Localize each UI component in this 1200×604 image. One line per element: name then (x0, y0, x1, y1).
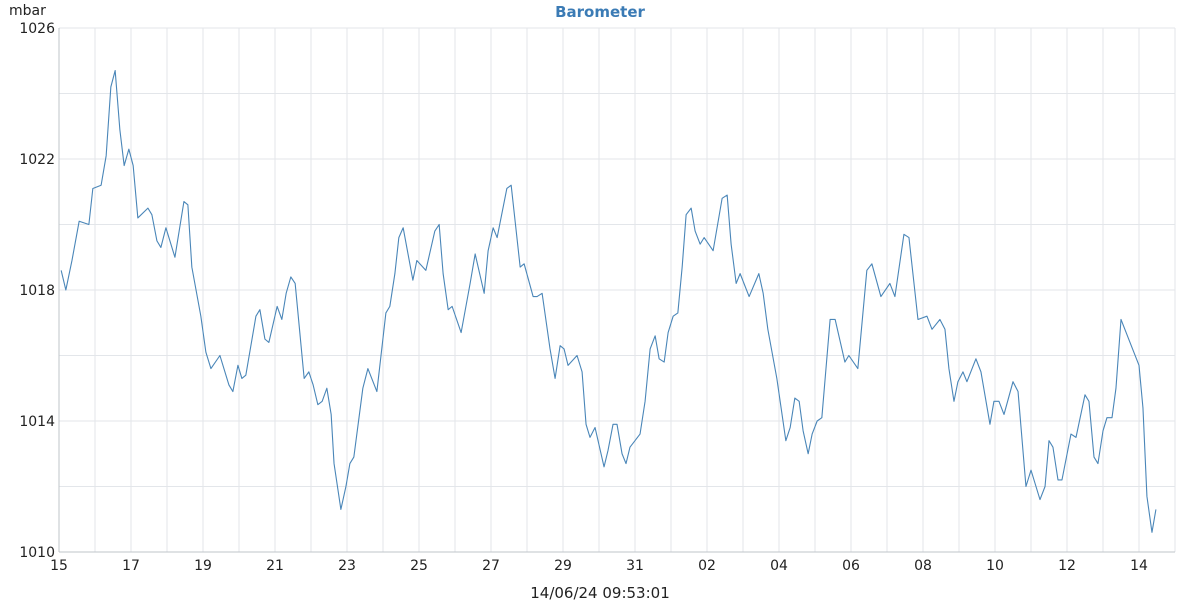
x-axis-label: 14/06/24 09:53:01 (530, 584, 670, 600)
x-tick-label: 15 (50, 558, 68, 574)
x-tick-label: 21 (266, 558, 284, 574)
x-tick-label: 06 (842, 558, 860, 574)
x-tick-label: 10 (986, 558, 1004, 574)
y-tick-label: 1022 (19, 152, 55, 168)
y-axis-label: mbar (9, 3, 46, 19)
x-tick-label: 25 (410, 558, 428, 574)
x-tick-label: 02 (698, 558, 716, 574)
x-tick-label: 23 (338, 558, 356, 574)
x-tick-label: 17 (122, 558, 140, 574)
x-tick-label: 31 (626, 558, 644, 574)
chart-title: Barometer (555, 3, 645, 21)
data-line (60, 70, 1157, 533)
y-tick-label: 1026 (19, 21, 55, 37)
x-tick-label: 14 (1130, 558, 1148, 574)
x-tick-label: 04 (770, 558, 788, 574)
y-tick-label: 1018 (19, 283, 55, 299)
x-tick-label: 12 (1058, 558, 1076, 574)
x-tick-label: 27 (482, 558, 500, 574)
x-tick-label: 19 (194, 558, 212, 574)
y-tick-label: 1010 (19, 545, 55, 561)
x-tick-label: 29 (554, 558, 572, 574)
y-tick-label: 1014 (19, 414, 55, 430)
x-tick-label: 08 (914, 558, 932, 574)
